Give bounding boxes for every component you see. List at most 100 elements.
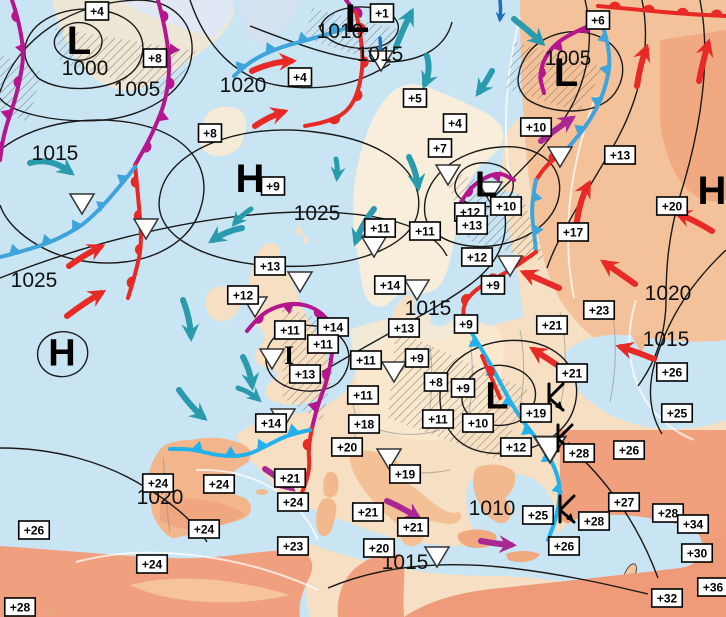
warm-front-symbol [126,276,135,289]
cold-front-symbol [224,446,237,456]
greece [473,464,516,524]
wind-arrow [180,297,200,342]
orkney [303,236,309,244]
svg-text:+28: +28 [10,601,31,615]
temperature-label: +11 [273,320,307,340]
wind-arrow [511,16,546,47]
temperature-label: +21 [351,502,385,522]
pressure-centers: L L L L H H H L I [48,0,726,417]
temperature-label: +21 [555,363,589,383]
svg-text:+4: +4 [90,5,104,19]
svg-text:+11: +11 [356,354,376,368]
cold-front-symbol [157,110,169,122]
temperature-label: +36 [696,577,726,597]
cold-front-symbol [531,190,543,203]
warm-front-symbol [608,1,621,9]
isobar-value-label: 1010 [469,497,516,520]
occluded-front [457,171,516,208]
crimea [632,336,650,353]
arrowhead [181,323,200,342]
warm-front-symbol [168,77,175,90]
cold-front-symbol [468,336,481,347]
wind-arrow [231,206,254,227]
temperature-label: +6 [585,10,611,30]
temperature-label: +9 [260,176,286,196]
shower-symbol [258,348,286,371]
temperature-label: +20 [655,196,689,216]
svg-text:+4: +4 [448,117,462,131]
svg-text:+13: +13 [295,368,316,382]
isobar-value-label: 1025 [294,202,341,225]
shower-symbol [132,218,160,241]
svg-text:+8: +8 [429,376,443,390]
temperature-label: +25 [521,505,555,525]
temperature-label: +11 [349,350,383,370]
temperature-label: +17 [556,222,590,242]
svg-text:+12: +12 [506,441,527,455]
cold-front [566,19,612,150]
svg-text:+24: +24 [209,478,230,492]
svg-text:+23: +23 [589,304,610,318]
isobar-line [423,146,561,248]
cold-front-symbol [116,174,129,186]
isobar-line [517,31,624,112]
svg-text:+21: +21 [280,472,301,486]
arrowhead [55,157,75,176]
isobar-value-label: 1000 [62,57,109,80]
wind-arrow [478,535,517,554]
temperature-label: +7 [427,138,453,158]
temperature-labels: +4 +1 +6 +8 +4 +5 +4 +8 +10 +7 +13 +9 +10 +20 +12 +13 +1… [3,1,726,617]
warm-front-symbol [486,365,495,378]
pressure-center-l: L [345,0,369,41]
temperature-label: +8 [197,123,223,143]
shower-symbol [286,271,314,294]
isobar-value-label: 1015 [405,297,452,320]
arrowhead [498,535,517,554]
warm-front-symbol [160,10,169,23]
arrowhead [526,27,546,47]
svg-text:+8: +8 [203,127,217,141]
spain-south-tint [160,498,245,530]
svg-text:+11: +11 [313,338,333,352]
svg-text:+11: +11 [280,324,300,338]
temperature-label: +13 [455,215,489,235]
svg-text:+26: +26 [554,540,575,554]
isobar-line [53,21,103,61]
temperature-label: +8 [142,48,168,68]
isobar-line [649,249,726,435]
temperature-label: +14 [373,275,407,295]
svg-text:+30: +30 [687,547,708,561]
cold-front-symbol [599,63,610,76]
svg-text:+17: +17 [563,226,584,240]
temperature-label: +28 [651,503,685,523]
svg-text:+24: +24 [194,523,215,537]
svg-text:+13: +13 [462,219,483,233]
svg-text:+34: +34 [683,518,704,532]
cold-front [232,21,354,78]
temperature-label: +12 [226,285,260,305]
isobar-value-label: 1015 [32,142,79,165]
shetland [296,226,302,236]
arrowhead [188,402,208,421]
wind-arrow [574,179,591,224]
warm-front-symbol [13,76,21,89]
svg-text:+25: +25 [528,509,549,523]
svg-text:+12: +12 [467,251,488,265]
temperature-label: +27 [607,492,641,512]
warm-front-symbol [642,4,655,12]
cold-front-symbol [191,440,204,452]
svg-text:+18: +18 [354,418,375,432]
arrowhead [268,107,289,125]
temperature-label: +11 [408,221,442,241]
svg-text:+8: +8 [148,52,162,66]
svg-text:+21: +21 [403,521,424,535]
svg-text:+11: +11 [428,413,448,427]
temperature-label: +24 [276,492,310,512]
arrowhead [615,341,636,360]
arrowhead [556,115,576,134]
arrowhead [241,371,260,391]
cold-front-symbol [265,42,277,54]
shower-symbol [403,279,431,302]
wind-arrow [64,289,107,319]
warm-front-symbol [537,66,546,79]
